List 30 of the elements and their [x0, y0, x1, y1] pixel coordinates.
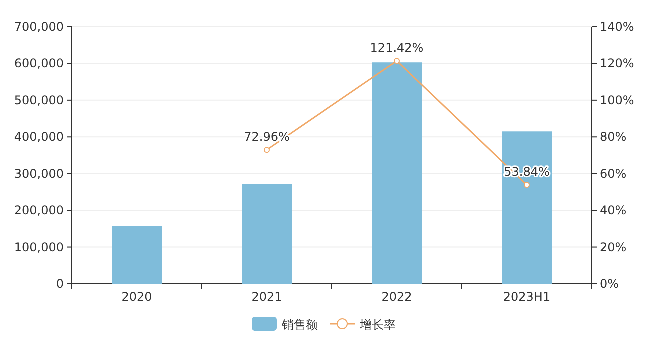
- y2-tick-label: 40%: [600, 204, 627, 218]
- bar: [242, 184, 292, 284]
- y-tick-label: 200,000: [14, 204, 64, 218]
- y-tick-label: 700,000: [14, 20, 64, 34]
- legend-label: 增长率: [359, 318, 396, 332]
- y-tick-label: 400,000: [14, 130, 64, 144]
- x-tick-label: 2020: [122, 290, 152, 304]
- point: [394, 58, 400, 64]
- y2-tick-label: 0%: [600, 277, 620, 291]
- bar: [502, 132, 552, 284]
- bar: [372, 62, 422, 284]
- y-tick-label: 0: [56, 277, 64, 291]
- y-tick-label: 600,000: [14, 56, 64, 71]
- y2-tick-label: 140%: [600, 20, 634, 34]
- y-tick-label: 300,000: [14, 166, 64, 181]
- y2-tick-label: 120%: [600, 56, 634, 71]
- y-tick-label: 500,000: [14, 93, 64, 108]
- x-tick-label: 2022: [382, 290, 412, 304]
- data-label: 121.42%: [370, 41, 424, 56]
- bar: [112, 226, 162, 284]
- y2-tick-label: 20%: [600, 240, 627, 254]
- legend-label: 销售额: [281, 318, 318, 332]
- y2-tick-label: 60%: [600, 166, 627, 181]
- y-tick-label: 100,000: [14, 240, 64, 254]
- point: [524, 182, 530, 188]
- y2-tick-label: 100%: [600, 93, 634, 108]
- x-tick-label: 2023H1: [503, 290, 551, 304]
- y2-tick-label: 80%: [600, 130, 627, 144]
- point: [264, 147, 270, 154]
- x-tick-label: 2021: [252, 290, 282, 304]
